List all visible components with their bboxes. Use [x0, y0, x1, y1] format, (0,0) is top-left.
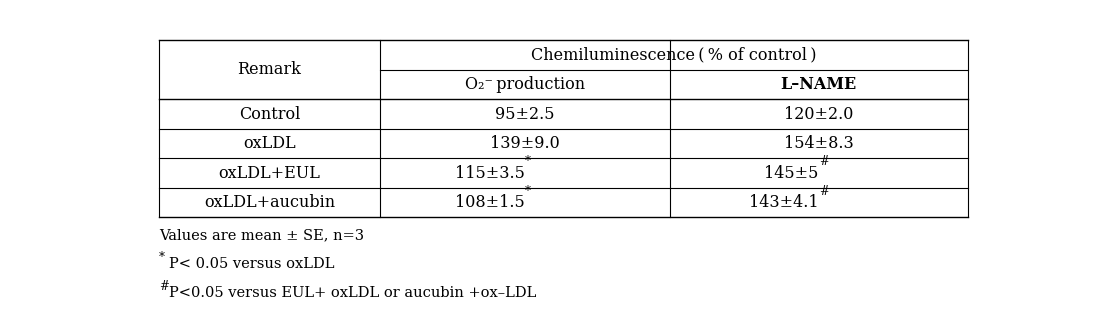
Text: Control: Control — [238, 106, 300, 123]
Text: oxLDL: oxLDL — [243, 135, 296, 152]
Text: #: # — [819, 155, 829, 168]
Text: *: * — [158, 251, 165, 264]
Text: 145±5: 145±5 — [765, 165, 819, 182]
Text: Chemiluminescence ( % of control ): Chemiluminescence ( % of control ) — [531, 46, 817, 63]
Text: P<0.05 versus EUL+ oxLDL or aucubin +ox–LDL: P<0.05 versus EUL+ oxLDL or aucubin +ox–… — [169, 286, 536, 300]
Text: 139±9.0: 139±9.0 — [490, 135, 559, 152]
Text: oxLDL+EUL: oxLDL+EUL — [219, 165, 320, 182]
Text: 95±2.5: 95±2.5 — [496, 106, 555, 123]
Text: *: * — [525, 185, 531, 198]
Text: *: * — [525, 155, 531, 168]
Text: Remark: Remark — [237, 61, 301, 78]
Text: P< 0.05 versus oxLDL: P< 0.05 versus oxLDL — [169, 257, 334, 271]
Text: Values are mean ± SE, n=3: Values are mean ± SE, n=3 — [158, 229, 364, 243]
Text: 120±2.0: 120±2.0 — [784, 106, 854, 123]
Text: 115±3.5: 115±3.5 — [455, 165, 525, 182]
Text: 108±1.5: 108±1.5 — [455, 194, 525, 211]
Text: L–NAME: L–NAME — [780, 76, 857, 93]
Text: oxLDL+aucubin: oxLDL+aucubin — [203, 194, 335, 211]
Text: O₂⁻ production: O₂⁻ production — [465, 76, 585, 93]
Text: 143±4.1: 143±4.1 — [750, 194, 819, 211]
Text: 154±8.3: 154±8.3 — [784, 135, 854, 152]
Text: #: # — [819, 185, 829, 198]
Text: #: # — [158, 280, 168, 293]
